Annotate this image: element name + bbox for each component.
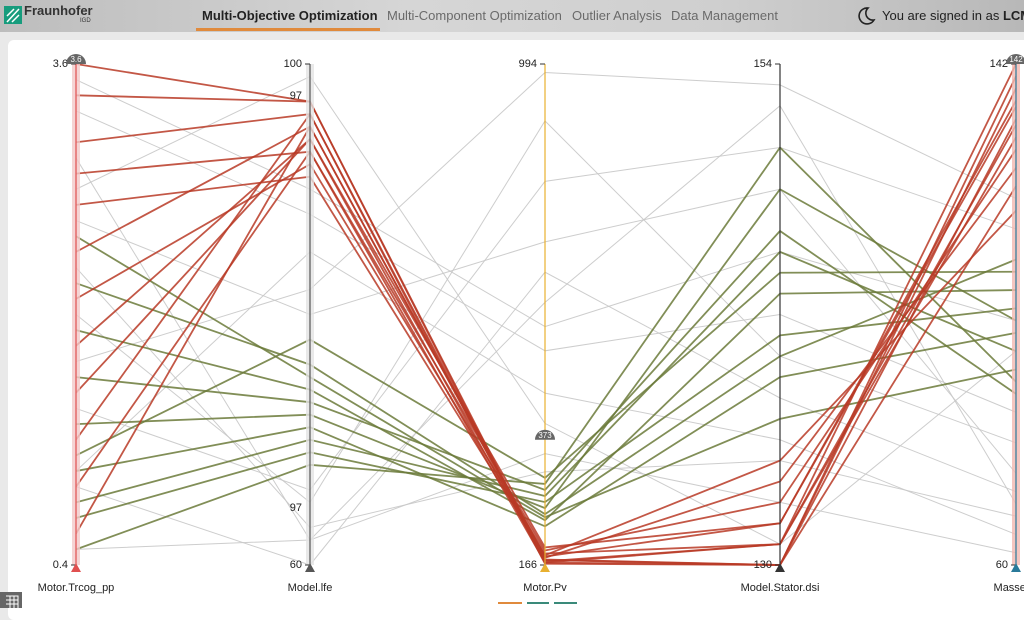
axis-label: Motor.Pv [523, 582, 567, 594]
user-info: You are signed in as LCM [882, 8, 1024, 23]
tab[interactable]: Data Management [671, 8, 778, 23]
brush-label: 97 [290, 502, 302, 514]
tick-label: 100 [284, 58, 302, 70]
brush-badge [535, 429, 555, 440]
user-name: LCM [1002, 8, 1024, 23]
user-prefix: You are signed in as [882, 8, 1000, 23]
axis-label: Motor.Trcog_pp [38, 582, 115, 594]
axis-handle [540, 563, 550, 572]
brush-badge-label: 3.6 [70, 55, 82, 64]
brush-badge [66, 54, 86, 64]
brush-badge-label: 142 [1009, 55, 1023, 64]
axis-label: Model.lfe [288, 582, 333, 594]
tick-label: 60 [996, 559, 1008, 571]
axis-handle [305, 563, 315, 572]
theme-toggle[interactable] [856, 6, 876, 26]
axis-handle [71, 563, 81, 572]
record-line [75, 124, 1017, 559]
axis-label: Model.Stator.dsi [741, 582, 820, 594]
record-line [75, 251, 1017, 535]
tab[interactable]: Multi-Component Optimization [387, 8, 562, 23]
tab[interactable]: Multi-Objective Optimization [202, 8, 378, 23]
tick-label: 994 [519, 58, 537, 70]
tick-label: 3.6 [53, 58, 68, 70]
tick-label: 154 [754, 58, 772, 70]
header: Fraunhofer IGD Multi-Objective Optimizat… [0, 0, 1024, 32]
record-line [75, 453, 1017, 554]
tab[interactable]: Outlier Analysis [572, 8, 662, 23]
axis-label: Masses.c [994, 582, 1024, 594]
tick-label: 0.4 [53, 559, 68, 571]
brush-badge-label: 373 [538, 431, 552, 440]
brush-badge [1006, 54, 1024, 64]
tick-label: 130 [754, 559, 772, 571]
table-icon[interactable] [0, 592, 22, 608]
record-line [75, 188, 1017, 510]
axes: 0.4 3.6 Motor.Trcog_pp 3.6 60 100 Model.lfe 97 9… [38, 54, 1024, 594]
lines [75, 63, 1017, 566]
logo: Fraunhofer [24, 3, 93, 18]
logo-icon [4, 6, 22, 24]
tick-label: 142 [990, 58, 1008, 70]
record-line [75, 104, 1017, 541]
active-tab-underline [196, 28, 380, 31]
brush-label: 97 [290, 90, 302, 102]
axis-handle [775, 563, 785, 572]
tick-label: 60 [290, 559, 302, 571]
logo-sub: IGD [80, 18, 91, 24]
record-line [75, 75, 1017, 545]
axis-handle [1011, 563, 1021, 572]
tick-label: 166 [519, 559, 537, 571]
